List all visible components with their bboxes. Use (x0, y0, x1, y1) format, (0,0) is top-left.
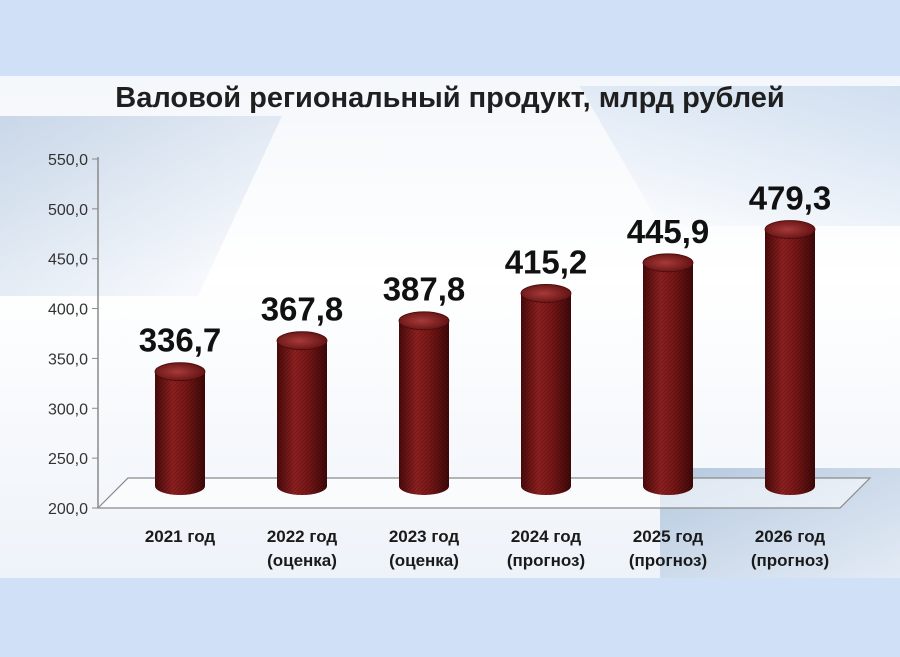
y-tick-label: 200,0 (48, 501, 88, 518)
bar (764, 220, 816, 496)
y-tick-label: 300,0 (48, 401, 88, 418)
bar-top (764, 220, 816, 239)
bars-group (154, 220, 816, 496)
bar-texture (643, 262, 693, 495)
y-tick-label: 400,0 (48, 302, 88, 319)
y-tick-label: 550,0 (48, 152, 88, 169)
category-label: 2026 год (755, 527, 826, 546)
y-tick-label: 500,0 (48, 202, 88, 219)
category-label: 2025 год (633, 527, 704, 546)
floor-plane (96, 477, 872, 509)
category-label: 2022 год (267, 527, 338, 546)
bar-top (276, 331, 328, 351)
bar-top (398, 311, 450, 331)
category-sublabel: (прогноз) (751, 551, 829, 570)
category-sublabel: (прогноз) (629, 551, 707, 570)
bar-texture (399, 320, 449, 495)
bar (154, 362, 206, 495)
category-label: 2021 год (145, 527, 216, 546)
category-sublabel: (прогноз) (507, 551, 585, 570)
category-sublabel: (оценка) (267, 551, 337, 570)
bar-top (520, 284, 572, 303)
value-label: 415,2 (505, 243, 588, 280)
category-label: 2024 год (511, 527, 582, 546)
bar-texture (765, 229, 815, 496)
labels-group: 336,7 2021 год 367,8 2022 год (оценка) 387,8 2… (139, 179, 832, 570)
chart-title: Валовой региональный продукт, млрд рубле… (115, 82, 785, 114)
bar (276, 331, 328, 495)
bar-texture (155, 371, 205, 495)
category-label: 2023 год (389, 527, 460, 546)
bar-top (154, 362, 206, 382)
bar-texture (277, 340, 327, 495)
y-tick-label: 450,0 (48, 252, 88, 269)
value-label: 479,3 (749, 179, 832, 216)
bar (520, 284, 572, 495)
value-label: 336,7 (139, 322, 222, 359)
bar-top (642, 253, 694, 273)
value-label: 445,9 (627, 213, 710, 250)
chart-floor (96, 477, 872, 509)
bar-texture (521, 293, 571, 495)
value-label: 367,8 (261, 291, 344, 328)
value-label: 387,8 (383, 271, 466, 308)
bar (642, 253, 694, 495)
y-tick-label: 250,0 (48, 451, 88, 468)
category-sublabel: (оценка) (389, 551, 459, 570)
bar (398, 311, 450, 495)
y-tick-label: 350,0 (48, 351, 88, 368)
y-axis: 200,0 250,0 300,0 350,0 400,0 450,0 500,0 550,0 (48, 152, 99, 518)
